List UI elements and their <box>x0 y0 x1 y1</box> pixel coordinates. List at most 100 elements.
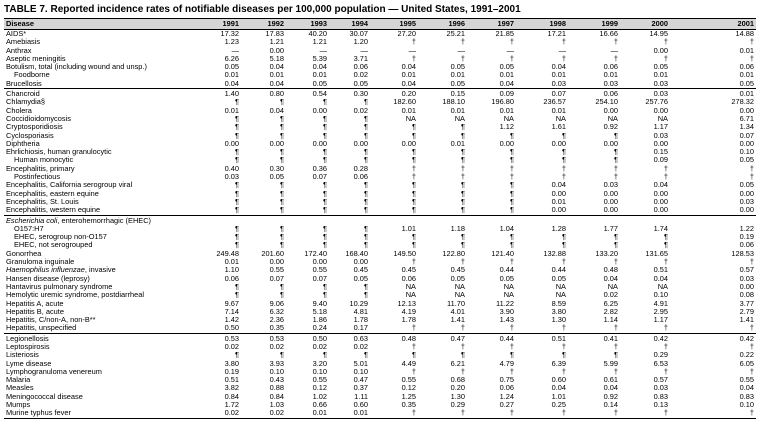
rate-cell: 1.01 <box>551 391 566 401</box>
rate-cell: 0.05 <box>353 78 368 88</box>
rate-cell: ¶ <box>412 232 416 242</box>
rate-cell: 0.02 <box>353 341 368 351</box>
rate-cell: 0.51 <box>516 332 568 343</box>
rate-cell: ¶ <box>364 155 368 165</box>
disease-cell: Malaria <box>4 376 205 384</box>
table-row: Human monocytic ¶ ¶ ¶ ¶ ¶ ¶ ¶ ¶ ¶ 0.09 0.05 <box>4 155 756 165</box>
rate-cell: 0.01 <box>551 70 566 80</box>
rate-cell: 0.92 <box>603 391 618 401</box>
rate-cell: 0.07 <box>516 88 568 99</box>
table-row: Encephalitis, western equine ¶ ¶ ¶ ¶ ¶ ¶ ¶ 0.00 0… <box>4 206 756 215</box>
rate-cell: ¶ <box>664 240 668 250</box>
table-title: TABLE 7. Reported incidence rates of not… <box>4 4 521 15</box>
rate-cell: † <box>460 37 465 47</box>
rate-cell: 0.35 <box>401 400 416 410</box>
rate-cell: ¶ <box>461 155 465 165</box>
disease-name: Hepatitis B, acute <box>6 307 64 316</box>
rate-cell: 0.01 <box>224 257 239 267</box>
rate-cell: 1.30 <box>450 391 465 401</box>
rate-cell: 0.00 <box>551 205 566 215</box>
rate-cell: 0.61 <box>603 375 618 385</box>
column-header: 1999 <box>568 18 620 30</box>
disease-name: Legionellosis <box>6 333 49 343</box>
rate-cell: † <box>411 172 416 182</box>
rate-cell: † <box>613 341 618 351</box>
rate-cell: 1.25 <box>401 391 416 401</box>
disease-name: Human monocytic <box>14 156 74 165</box>
disease-name: Malaria <box>6 376 31 385</box>
rate-cell: 0.45 <box>401 265 416 275</box>
rate-cell: 0.07 <box>739 130 754 140</box>
rate-cell: 2.82 <box>603 306 618 316</box>
rate-cell: † <box>509 37 514 47</box>
rate-cell: 6.32 <box>269 306 284 316</box>
rate-cell: 0.55 <box>269 265 284 275</box>
rate-cell: ¶ <box>323 205 327 215</box>
disease-cell: Leptospirosis <box>4 343 205 351</box>
rate-cell: 1.20 <box>353 37 368 47</box>
disease-cell: Chlamydia§ <box>4 98 205 106</box>
table-row: EHEC, serogroup non-O157 ¶ ¶ ¶ ¶ ¶ ¶ ¶ ¶ ¶ ¶ 0.19 <box>4 232 756 242</box>
disease-name: Postinfectious <box>14 173 61 182</box>
rate-cell: 0.10 <box>312 366 327 376</box>
rate-cell: ¶ <box>412 188 416 198</box>
rate-cell: 11.22 <box>496 298 514 308</box>
rate-cell: 0.02 <box>353 105 368 115</box>
rate-cell: † <box>467 409 516 419</box>
rate-cell: 0.01 <box>269 70 284 80</box>
rate-cell: ¶ <box>235 232 239 242</box>
rate-cell: ¶ <box>364 188 368 198</box>
rate-cell: 0.27 <box>499 400 514 410</box>
rate-cell: 0.00 <box>739 281 754 291</box>
rate-cell: 0.17 <box>353 323 368 333</box>
rate-cell: 0.00 <box>551 188 566 198</box>
rate-cell: 1.22 <box>739 223 754 233</box>
disease-name: Chancroid <box>6 89 40 99</box>
disease-cell: EHEC, not serogrouped <box>4 241 205 249</box>
rate-cell: 0.06 <box>739 240 754 250</box>
disease-italic: Haemophilus influenzae <box>6 266 85 275</box>
rate-cell: 27.20 <box>397 29 417 38</box>
rate-cell <box>670 214 756 225</box>
table-row: Encephalitis, California serogroup viral… <box>4 180 756 190</box>
rate-cell: ¶ <box>461 130 465 140</box>
rate-cell: 4.91 <box>653 298 668 308</box>
header-row: Disease 1991 1992 1993 1994 1995 1996 1997 1998 1… <box>4 18 756 30</box>
rate-cell: 0.24 <box>312 323 327 333</box>
rate-cell: 0.75 <box>499 375 514 385</box>
rate-cell: 3.80 <box>551 306 566 316</box>
disease-name: Mumps <box>6 401 31 410</box>
rate-cell: 0.20 <box>370 88 418 99</box>
table-row: Brucellosis 0.04 0.04 0.05 0.05 0.04 0.05 0.04 0… <box>4 78 756 89</box>
table-row: O157:H7 ¶ ¶ ¶ ¶ 1.01 1.18 1.04 1.28 1.77 1.74 1.22 <box>4 223 756 233</box>
rate-cell: 0.00 <box>401 138 416 148</box>
rate-cell: † <box>509 323 514 333</box>
disease-cell: Ehrlichiosis, human granulocytic <box>4 148 205 156</box>
rate-cell: 0.50 <box>286 332 329 343</box>
rate-cell: ¶ <box>461 188 465 198</box>
rate-cell: ¶ <box>323 147 327 157</box>
rate-cell: 0.45 <box>450 265 465 275</box>
rate-cell: ¶ <box>614 240 618 250</box>
rate-cell: NA <box>555 281 566 291</box>
rate-cell: 0.04 <box>269 62 284 72</box>
table-row: Botulism, total (including wound and uns… <box>4 62 756 72</box>
disease-name: , invasive <box>84 266 116 275</box>
rate-cell: 0.01 <box>499 70 514 80</box>
table-row: EHEC, not serogrouped ¶ ¶ ¶ ¶ ¶ ¶ ¶ ¶ ¶ ¶ 0.06 <box>4 240 756 250</box>
rate-cell: 0.15 <box>418 88 467 99</box>
rate-cell: 0.50 <box>224 323 239 333</box>
rate-cell: 0.45 <box>353 265 368 275</box>
rate-cell: † <box>418 409 467 419</box>
rate-cell: ¶ <box>235 155 239 165</box>
rate-cell: — <box>319 45 327 55</box>
rate-cell: 0.05 <box>450 78 465 88</box>
rate-cell: ¶ <box>323 180 327 190</box>
rate-cell: † <box>411 341 416 351</box>
rate-cell: ¶ <box>323 130 327 140</box>
rate-cell: ¶ <box>280 122 284 132</box>
disease-cell: Lymphogranuloma venereum <box>4 368 205 376</box>
column-header: 1992 <box>241 18 286 30</box>
rate-cell: 4.01 <box>450 306 465 316</box>
rate-cell <box>516 214 568 225</box>
